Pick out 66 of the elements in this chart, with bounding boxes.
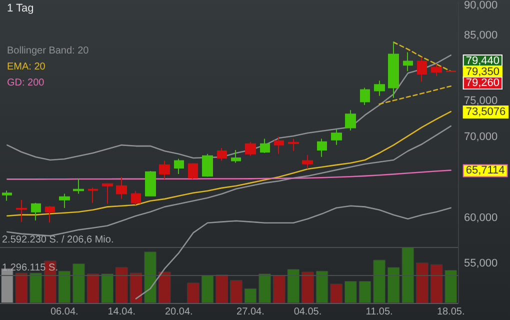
- candlestick: [45, 205, 55, 224]
- candlestick: [431, 64, 442, 77]
- candlestick: [388, 41, 399, 98]
- line-series: [6, 54, 452, 161]
- candlestick: [102, 182, 113, 204]
- candlestick: [116, 176, 127, 200]
- bar: [373, 260, 386, 303]
- y-tick-label: 90,000: [464, 0, 498, 12]
- candlestick: [16, 199, 27, 222]
- y-tick-label: 70,000: [464, 131, 498, 144]
- candlestick: [2, 190, 12, 202]
- candlestick: [446, 70, 456, 73]
- annotation: 73,5076: [466, 106, 506, 118]
- text: Bollinger Band: 20: [7, 46, 90, 56]
- bar: [416, 262, 428, 303]
- ref-line-label: 2.592.230 S. / 206,6 Mio.: [2, 234, 114, 246]
- bar: [158, 272, 171, 303]
- x-tick-label: 04.05.: [294, 306, 322, 318]
- y-tick-label: 75,000: [464, 94, 498, 107]
- annotation: 79,350: [466, 66, 500, 78]
- candlestick: [174, 158, 184, 174]
- x-tick-label: 20.04.: [165, 306, 193, 318]
- x-tick-label: 27.04.: [236, 306, 264, 318]
- bar: [72, 263, 85, 303]
- candlestick: [145, 170, 156, 196]
- candlestick: [274, 136, 284, 154]
- y-tick-label: 60,000: [464, 212, 498, 224]
- x-tick-label: 11.05.: [366, 306, 393, 318]
- candlestick: [88, 187, 98, 204]
- candlestick: [31, 202, 41, 221]
- bar: [144, 252, 156, 303]
- line-series: [6, 110, 452, 217]
- candlestick: [345, 110, 356, 131]
- annotation: 65,7114: [466, 164, 505, 177]
- line-series: [378, 85, 452, 105]
- x-tick-label: 18.05.: [436, 306, 465, 318]
- candlestick: [188, 162, 198, 180]
- line-series: [392, 42, 452, 72]
- line-series: [6, 125, 452, 236]
- candlestick: [217, 148, 227, 162]
- y-tick-label: 55,000: [464, 257, 498, 270]
- candlestick: [202, 153, 213, 178]
- x-tick-label: 06.04.: [50, 306, 78, 318]
- candlestick: [159, 160, 170, 180]
- annotation: 79,440: [466, 54, 500, 67]
- line-series: [6, 170, 452, 180]
- bar: [187, 282, 200, 303]
- chart-subtitle: 1 Tag: [7, 2, 34, 14]
- candlestick: [374, 80, 385, 96]
- candlestick: [260, 138, 270, 154]
- candlestick: [245, 141, 256, 156]
- candlestick: [131, 190, 141, 206]
- candlestick: [317, 138, 327, 158]
- text: GD: 200: [7, 78, 45, 88]
- candlestick: [360, 87, 370, 106]
- candlestick: [403, 52, 413, 72]
- x-tick-label: 14.04.: [108, 306, 136, 318]
- annotation: 79,260: [466, 76, 500, 89]
- text: EMA: 20: [7, 62, 46, 72]
- y-tick-label: 85,000: [464, 29, 498, 42]
- candlestick: [417, 56, 427, 82]
- bar: [30, 272, 42, 303]
- bar: [258, 274, 271, 303]
- candlestick: [59, 193, 70, 209]
- candlestick: [331, 128, 342, 146]
- bar: [302, 272, 314, 303]
